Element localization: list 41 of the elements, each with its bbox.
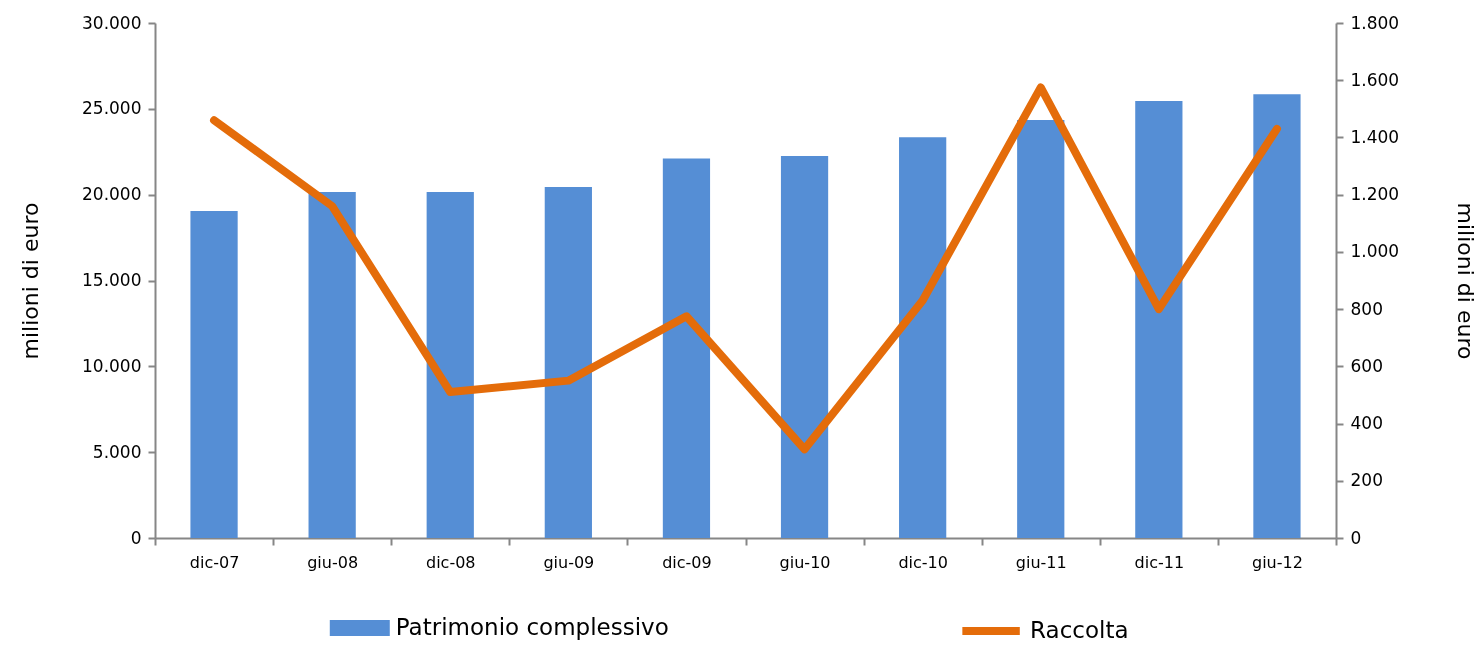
y2-tick-label: 0: [1350, 527, 1362, 548]
y2-tick-label: 1.800: [1350, 12, 1400, 33]
x-tick-label: dic-07: [189, 552, 240, 572]
y2-tick-label: 1.200: [1350, 184, 1400, 205]
bar: [1017, 119, 1065, 538]
y-tick-label: 5.000: [92, 441, 142, 462]
bar: [1135, 101, 1183, 538]
x-tick-label: dic-10: [898, 552, 948, 572]
x-tick-label: giu-11: [1015, 552, 1067, 572]
y2-tick-label: 1.000: [1350, 241, 1400, 262]
y2-tick-label: 200: [1350, 470, 1383, 491]
x-tick-label: giu-09: [543, 552, 595, 572]
bar: [662, 158, 711, 538]
y-tick-label: 20.000: [82, 184, 142, 205]
bar: [780, 156, 829, 538]
x-tick-label: dic-09: [662, 552, 712, 572]
y-tick-label: 25.000: [82, 98, 142, 119]
bar: [1253, 94, 1301, 538]
bar: [544, 186, 592, 538]
y2-tick-label: 1.400: [1350, 126, 1400, 147]
bar: [308, 192, 356, 538]
y-tick-label: 15.000: [82, 270, 142, 290]
x-tick-label: giu-10: [779, 552, 831, 572]
x-tick-label: giu-08: [307, 552, 359, 572]
legend-label: Patrimonio complessivo: [395, 614, 669, 640]
x-tick-label: dic-08: [425, 552, 476, 572]
y2-tick-label: 800: [1350, 298, 1383, 319]
y2-tick-label: 600: [1350, 355, 1383, 376]
bar: [899, 137, 947, 538]
y-tick-label: 10.000: [82, 355, 142, 376]
legend-label: Raccolta: [1030, 617, 1129, 643]
bar: [426, 192, 474, 538]
y-tick-label: 30.000: [82, 12, 142, 33]
bar: [190, 210, 238, 538]
y2-axis-title: milioni di euro: [1453, 202, 1479, 360]
x-tick-label: dic-11: [1134, 552, 1185, 572]
y2-tick-label: 1.600: [1350, 69, 1400, 90]
y2-tick-label: 400: [1350, 413, 1383, 434]
y-tick-label: 0: [130, 527, 142, 548]
x-tick-label: giu-12: [1252, 552, 1303, 572]
y-axis-title: milioni di euro: [18, 202, 44, 360]
